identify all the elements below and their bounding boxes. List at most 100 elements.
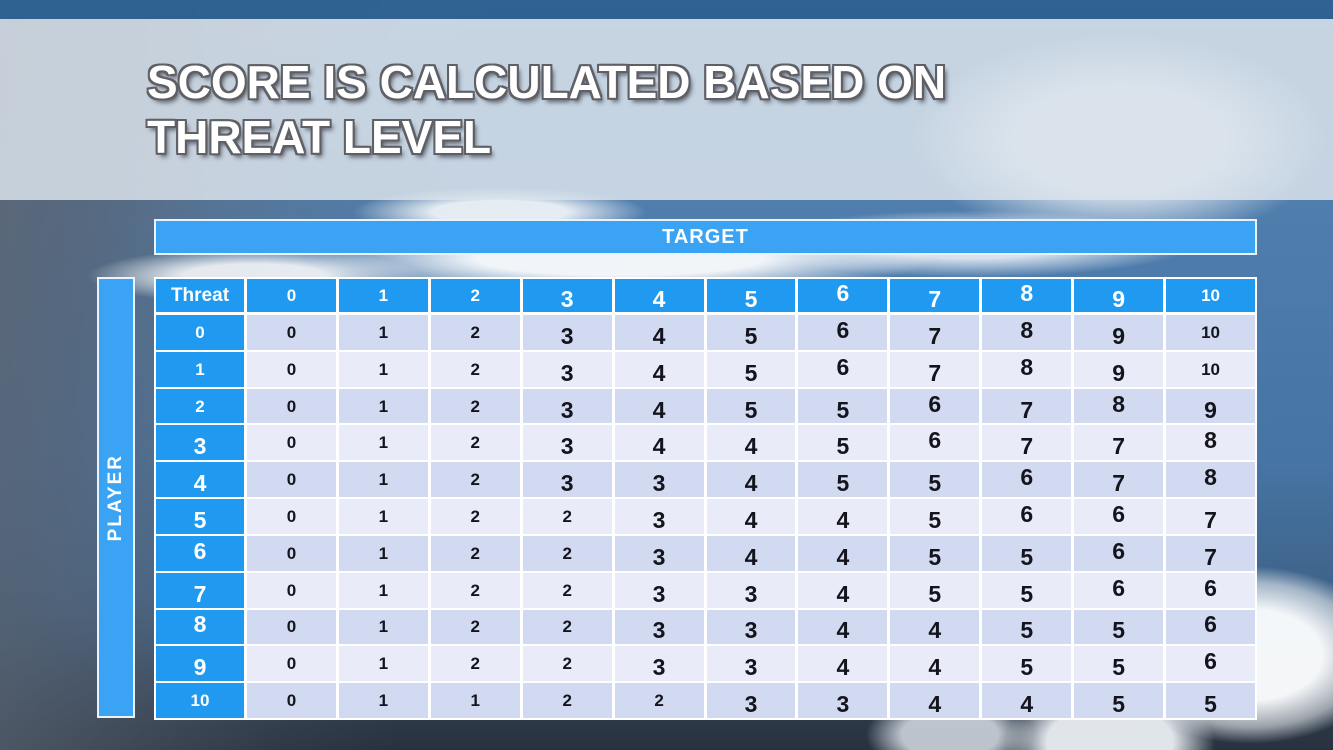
score-cell: 0 (247, 388, 336, 424)
score-cell-text: 4 (652, 396, 666, 423)
score-cell-text: 2 (470, 506, 480, 526)
score-cell-text: 2 (470, 543, 480, 563)
score-cell: 3 (614, 462, 704, 498)
title-band: SCORE IS CALCULATED BASED ON THREAT LEVE… (0, 19, 1333, 200)
score-cell-text: 3 (652, 506, 666, 533)
player-axis-bar: PLAYER (97, 277, 135, 718)
score-cell-text: 6 (1112, 537, 1126, 564)
score-cell: 5 (798, 462, 888, 498)
score-cell-text: 6 (1112, 574, 1126, 601)
score-cell-text: 0 (286, 654, 297, 674)
score-cell-text: 3 (744, 654, 758, 681)
score-cell-text: 8 (1204, 464, 1217, 491)
score-cell-text: 6 (836, 353, 850, 380)
slide-title-line2: THREAT LEVEL (147, 111, 492, 163)
score-cell: 8 (1166, 425, 1255, 461)
score-cell-text: 7 (1204, 543, 1217, 570)
score-cell-text: 4 (744, 506, 758, 533)
score-cell: 2 (430, 499, 520, 534)
score-cell-text: 2 (654, 691, 664, 711)
score-cell-text: 5 (1020, 654, 1034, 681)
target-level-header: 9 (1074, 279, 1164, 312)
score-cell: 4 (614, 315, 704, 350)
score-cell: 4 (706, 535, 796, 571)
score-cell: 6 (982, 462, 1072, 498)
player-axis-label: PLAYER (105, 453, 126, 542)
score-cell: 2 (430, 609, 520, 645)
score-cell: 2 (430, 462, 520, 498)
score-cell-text: 5 (928, 543, 942, 570)
score-cell: 7 (982, 425, 1072, 461)
score-cell: 6 (1074, 499, 1164, 534)
score-cell: 6 (982, 499, 1072, 534)
score-cell-text: 3 (652, 654, 666, 681)
score-cell: 5 (1074, 609, 1164, 645)
score-cell: 10 (1166, 315, 1255, 350)
score-cell-text: 2 (562, 580, 572, 600)
score-cell: 0 (247, 683, 336, 718)
score-cell-text: 2 (470, 580, 480, 600)
score-cell: 5 (798, 388, 888, 424)
score-cell: 4 (798, 572, 888, 608)
score-cell: 2 (430, 425, 520, 461)
score-cell-text: 2 (470, 359, 480, 379)
score-cell: 6 (1074, 572, 1164, 608)
score-cell-text: 1 (378, 617, 389, 637)
score-cell-text: 4 (836, 580, 850, 607)
score-cell-text: 4 (744, 543, 758, 570)
score-cell-text: 2 (562, 691, 572, 711)
target-level-header-text: 10 (1201, 286, 1220, 305)
score-cell: 9 (1074, 315, 1164, 350)
score-cell-text: 1 (378, 580, 389, 600)
score-cell: 2 (522, 646, 612, 682)
score-cell-text: 1 (378, 322, 389, 342)
target-level-header-text: 9 (1112, 286, 1126, 312)
score-cell: 0 (247, 646, 336, 682)
player-level-label: 3 (156, 425, 244, 461)
score-cell-text: 2 (562, 617, 572, 637)
score-cell: 1 (430, 683, 520, 718)
score-cell-text: 5 (928, 470, 942, 497)
score-cell: 5 (890, 499, 980, 534)
score-cell: 0 (247, 425, 336, 461)
player-level-label-text: 7 (193, 580, 207, 607)
score-cell: 7 (1166, 535, 1255, 571)
score-cell: 1 (338, 646, 428, 682)
score-cell-text: 1 (378, 359, 389, 379)
score-cell-text: 2 (470, 470, 480, 490)
score-cell-text: 7 (1020, 433, 1034, 460)
score-cell: 4 (982, 683, 1072, 718)
score-cell: 3 (522, 462, 612, 498)
score-cell: 3 (522, 425, 612, 461)
player-level-label-text: 1 (195, 359, 205, 379)
score-cell-text: 3 (560, 470, 574, 497)
score-cell: 6 (890, 425, 980, 461)
score-cell-text: 7 (1204, 506, 1217, 533)
score-cell-text: 3 (560, 433, 574, 460)
score-cell-text: 3 (560, 322, 574, 349)
target-level-header-text: 5 (744, 286, 758, 312)
score-cell: 5 (982, 572, 1072, 608)
player-level-label-text: 4 (193, 470, 207, 497)
score-cell-text: 1 (378, 691, 389, 711)
player-level-label: 4 (156, 462, 244, 498)
score-cell: 6 (1166, 572, 1255, 608)
player-level-label-text: 3 (193, 433, 207, 460)
score-cell-text: 5 (836, 433, 850, 460)
score-cell: 4 (890, 683, 980, 718)
score-cell: 4 (706, 499, 796, 534)
target-level-header: 2 (430, 279, 520, 312)
score-cell-text: 0 (286, 617, 297, 637)
score-cell-text: 5 (1020, 617, 1034, 644)
score-cell: 3 (522, 315, 612, 350)
player-level-label-text: 9 (193, 654, 207, 681)
player-level-label: 6 (156, 535, 244, 571)
score-cell: 2 (614, 683, 704, 718)
score-cell: 1 (338, 535, 428, 571)
score-cell-text: 4 (744, 433, 758, 460)
player-level-label-text: 10 (190, 691, 210, 711)
score-cell: 7 (982, 388, 1072, 424)
target-level-header-text: 3 (560, 286, 574, 312)
score-cell: 0 (247, 462, 336, 498)
score-cell: 5 (1074, 646, 1164, 682)
